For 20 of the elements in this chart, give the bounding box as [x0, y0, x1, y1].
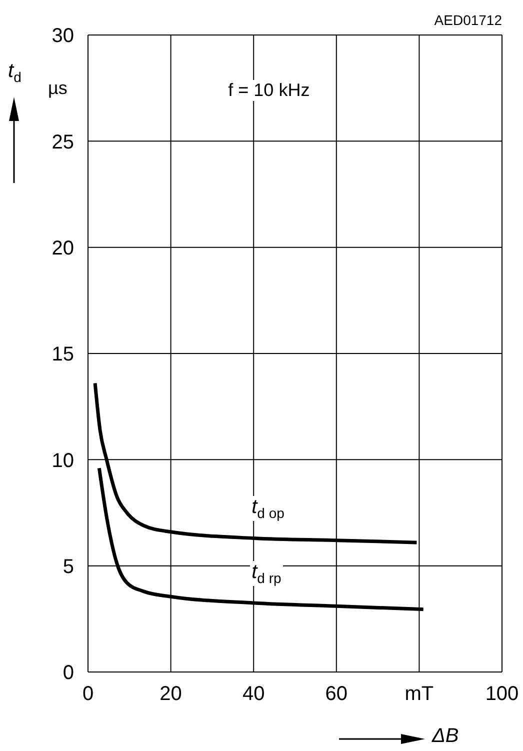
- text: AED01712: [434, 12, 502, 28]
- x-tick-label: 60: [325, 683, 348, 706]
- x-tick-label: 40: [242, 683, 265, 706]
- x-axis-title: ΔB: [432, 725, 459, 748]
- x-tick-label: mT: [404, 683, 434, 706]
- series-label: t$_{d op}$: [250, 496, 286, 522]
- x-tick-label: 100: [485, 683, 519, 706]
- y-tick-label: 5: [62, 556, 74, 578]
- y-tick-label: 25: [52, 131, 74, 154]
- y-tick-label: 30: [52, 25, 74, 48]
- y-tick-label: 20: [52, 237, 74, 260]
- x-tick-label: 0: [82, 683, 94, 706]
- y-tick-label: 10: [52, 450, 74, 472]
- y-axis-title: t$_{d}$: [8, 60, 22, 85]
- y-tick-label: 0: [62, 662, 74, 684]
- y-tick-label: 15: [52, 344, 74, 366]
- annotation: f = 10 kHz: [225, 80, 313, 101]
- series-label: t$_{d rp}$: [250, 560, 284, 586]
- x-tick-label: 20: [160, 683, 182, 706]
- text: µs: [48, 78, 68, 99]
